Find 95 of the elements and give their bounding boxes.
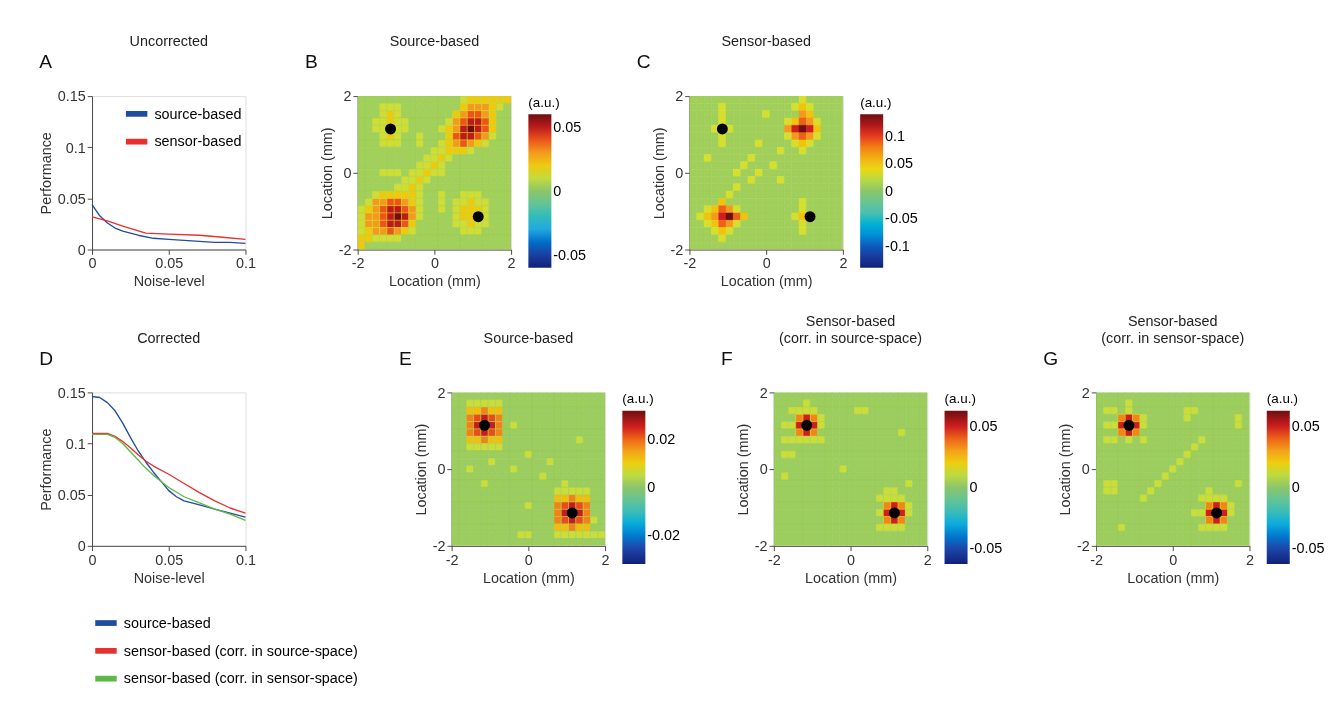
- text: C: [636, 51, 651, 73]
- chart-title: Corrected: [137, 329, 201, 346]
- chart-title: Sensor-based: [721, 33, 811, 50]
- chart-title: Source-based: [389, 33, 480, 50]
- text: G: [1043, 347, 1059, 369]
- x-tick-label: 0: [847, 551, 856, 568]
- legend-label: sensor-based (corr. in source-space): [123, 642, 358, 659]
- text: A: [39, 51, 53, 73]
- y-tick-label: -2: [338, 241, 352, 258]
- color-bar-title: (a.u.): [528, 94, 560, 110]
- color-bar-label: 0.02: [647, 431, 676, 448]
- text: F: [721, 347, 733, 369]
- y-tick-label: 0: [1081, 461, 1090, 478]
- color-bar-label: 0.05: [885, 155, 914, 172]
- y-tick-label: 0.05: [57, 486, 86, 503]
- y-tick-label: -2: [1077, 538, 1090, 555]
- text: E: [398, 347, 412, 369]
- color-bar-label: 0: [1291, 479, 1300, 496]
- y-axis-title: Location (mm): [735, 423, 752, 516]
- color-bar-label: -0.1: [885, 237, 910, 254]
- x-axis-title: Location (mm): [482, 569, 575, 586]
- x-tick-label: 2: [923, 551, 932, 568]
- y-tick-label: 2: [759, 384, 768, 401]
- chart-title: Sensor-based (corr. in sensor-space): [1101, 313, 1245, 346]
- color-bar-title: (a.u.): [860, 94, 892, 110]
- color-bar-label: 0: [553, 182, 562, 199]
- y-tick-label: -2: [754, 538, 768, 555]
- x-tick-label: 0: [88, 255, 97, 272]
- x-tick-label: 0: [1169, 551, 1178, 568]
- color-bar-label: 0.1: [885, 128, 906, 145]
- color-bar-label: -0.05: [553, 246, 587, 263]
- x-tick-label: 0.05: [155, 255, 184, 272]
- line-series: [91, 203, 247, 245]
- x-axis-title: Noise-level: [133, 273, 205, 290]
- y-tick-label: -2: [670, 241, 684, 258]
- y-tick-label: 0.1: [65, 139, 86, 156]
- x-axis-title: Noise-level: [133, 569, 205, 586]
- color-bar-label: -0.05: [885, 210, 918, 227]
- y-tick-label: 2: [437, 384, 446, 401]
- legend-label: source-based: [154, 105, 242, 122]
- color-bar-label: 0.05: [553, 118, 582, 135]
- chart-title: Source-based: [483, 329, 574, 346]
- y-tick-label: 0.1: [65, 435, 86, 452]
- y-tick-label: 2: [1081, 384, 1090, 401]
- legend-label: sensor-based (corr. in sensor-space): [123, 670, 358, 687]
- x-tick-label: 2: [1245, 551, 1254, 568]
- y-tick-label: -2: [432, 538, 446, 555]
- color-bar-title: (a.u.): [1266, 390, 1299, 406]
- color-bar-label: 0: [969, 479, 978, 496]
- y-tick-label: 0.05: [57, 190, 86, 207]
- y-axis-title: Location (mm): [650, 127, 667, 220]
- x-tick-label: 0.05: [155, 551, 184, 568]
- color-bar-label: -0.02: [647, 527, 681, 544]
- y-axis-title: Performance: [38, 132, 55, 215]
- y-tick-label: 0: [343, 165, 352, 182]
- color-bar-label: 0.05: [1291, 418, 1320, 435]
- y-tick-label: 0: [759, 461, 768, 478]
- x-tick-label: 0: [524, 551, 533, 568]
- text: D: [39, 347, 54, 369]
- color-bar-label: 0: [647, 479, 656, 496]
- x-tick-label: 2: [839, 255, 848, 272]
- x-tick-label: 0.1: [235, 551, 256, 568]
- legend-label: source-based: [123, 614, 211, 631]
- y-axis-title: Location (mm): [318, 127, 335, 220]
- y-tick-label: 0.15: [57, 88, 86, 105]
- x-axis-title: Location (mm): [720, 273, 813, 290]
- x-tick-label: 0: [88, 551, 97, 568]
- text: B: [304, 51, 318, 73]
- x-tick-label: 0.1: [235, 255, 256, 272]
- line-series: [91, 395, 247, 518]
- x-axis-title: Location (mm): [1127, 569, 1220, 586]
- y-axis-title: Location (mm): [1057, 423, 1074, 516]
- color-bar-title: (a.u.): [622, 390, 654, 406]
- color-bar-label: -0.05: [1291, 540, 1325, 557]
- y-axis-title: Performance: [38, 428, 55, 511]
- x-axis-title: Location (mm): [388, 273, 481, 290]
- chart-title: Sensor-based (corr. in source-space): [779, 313, 923, 346]
- y-tick-label: 2: [675, 88, 684, 105]
- x-tick-label: 2: [507, 255, 516, 272]
- color-bar-label: -0.05: [969, 540, 1003, 557]
- line-series: [91, 216, 247, 240]
- y-tick-label: 0: [77, 538, 86, 555]
- y-tick-label: 0: [675, 165, 684, 182]
- y-tick-label: 0: [437, 461, 446, 478]
- y-tick-label: 2: [343, 88, 352, 105]
- x-tick-label: 2: [601, 551, 610, 568]
- color-bar-title: (a.u.): [944, 390, 976, 406]
- color-bar-label: 0: [885, 182, 894, 199]
- y-tick-label: 0: [77, 241, 86, 258]
- color-bar-label: 0.05: [969, 418, 998, 435]
- x-axis-title: Location (mm): [805, 569, 897, 586]
- chart-title: Uncorrected: [129, 33, 208, 50]
- y-axis-title: Location (mm): [412, 423, 429, 516]
- y-tick-label: 0.15: [57, 384, 86, 401]
- legend-label: sensor-based: [154, 133, 242, 150]
